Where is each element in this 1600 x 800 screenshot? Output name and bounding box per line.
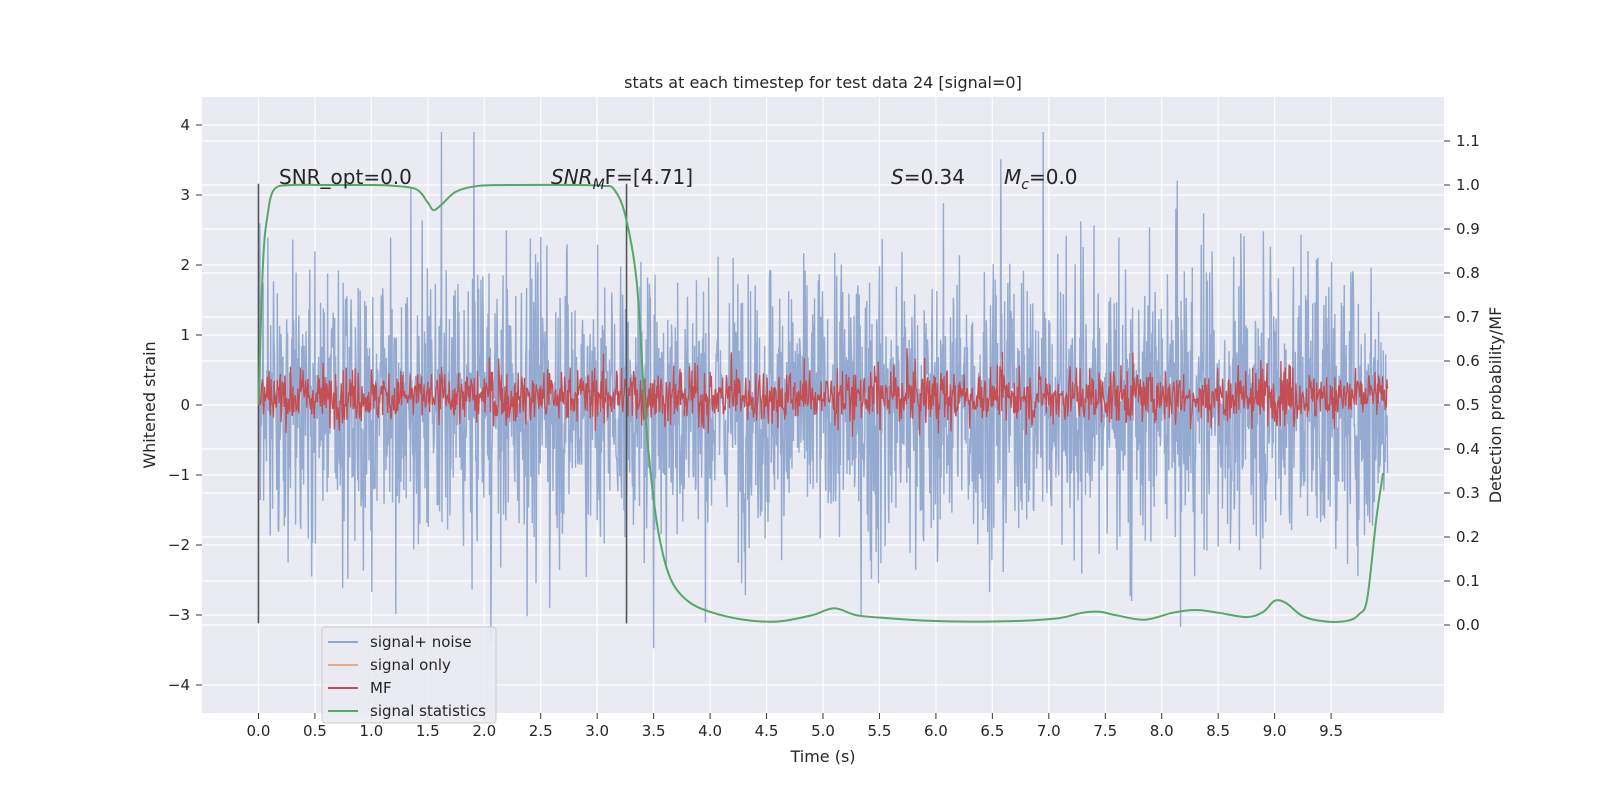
- annotation-s-value: =0.34: [904, 165, 965, 189]
- annotation-s-symbol: S: [891, 165, 904, 189]
- x-tick-label: 1.5: [416, 722, 440, 740]
- x-tick-label: 9.0: [1263, 722, 1287, 740]
- x-tick-label: 9.5: [1319, 722, 1343, 740]
- x-tick-label: 3.5: [642, 722, 666, 740]
- annotation-snr-mf-symbol: SNR: [551, 165, 593, 189]
- y-right-tick-label: 0.8: [1456, 264, 1480, 282]
- x-tick-label: 2.5: [529, 722, 553, 740]
- annotation-mc-subscript: c: [1021, 177, 1029, 193]
- series-line-mf: [257, 348, 1389, 437]
- x-axis-ticks: 0.0 0.5 1.0 1.5 2.0 2.5 3.0 3.5 4.0 4.5 5.0 5.5 6.0 6…: [247, 713, 1343, 740]
- series-signal-statistics: [257, 183, 1385, 623]
- chart-title: stats at each timestep for test data 24 …: [624, 73, 1022, 92]
- y-left-tick-label: 1: [180, 326, 190, 344]
- legend-label: signal+ noise: [370, 633, 472, 651]
- y-right-tick-label: 0.5: [1456, 396, 1480, 414]
- y-left-tick-label: −3: [168, 606, 190, 624]
- legend-label: signal only: [370, 656, 451, 674]
- annotation-s: S=0.34: [891, 165, 965, 189]
- x-tick-label: 5.5: [868, 722, 892, 740]
- legend-label: MF: [370, 679, 392, 697]
- x-tick-label: 7.0: [1037, 722, 1061, 740]
- y-axis-left-label: Whitened strain: [140, 341, 159, 468]
- y-right-tick-label: 1.0: [1456, 176, 1480, 194]
- legend-label: signal statistics: [370, 702, 486, 720]
- x-tick-label: 7.5: [1093, 722, 1117, 740]
- series-mf: [257, 348, 1389, 437]
- annotation-snr-mf: SNRMF=[4.71]: [551, 165, 693, 193]
- y-right-tick-label: 1.1: [1456, 132, 1480, 150]
- y-left-tick-label: 3: [180, 186, 190, 204]
- y-left-tick-label: 4: [180, 116, 190, 134]
- y-left-tick-label: 0: [180, 396, 190, 414]
- series-line-signal-statistics: [257, 183, 1385, 623]
- annotation-snr-opt: SNR_opt=0.0: [279, 165, 412, 189]
- legend: signal+ noise signal only MF signal statist…: [321, 626, 497, 724]
- annotation-snr-mf-subscript: M: [593, 177, 605, 193]
- x-tick-label: 5.0: [811, 722, 835, 740]
- y-right-tick-label: 0.2: [1456, 528, 1480, 546]
- x-tick-label: 3.0: [585, 722, 609, 740]
- annotation-snr-mf-value: F=[4.71]: [605, 165, 693, 189]
- x-tick-label: 4.0: [698, 722, 722, 740]
- annotation-mc-value: =0.0: [1029, 165, 1078, 189]
- x-tick-label: 0.0: [247, 722, 271, 740]
- x-tick-label: 8.0: [1150, 722, 1174, 740]
- y-left-tick-label: 2: [180, 256, 190, 274]
- x-axis-label: Time (s): [789, 747, 855, 766]
- y-left-tick-label: −2: [168, 536, 190, 554]
- x-tick-label: 8.5: [1206, 722, 1230, 740]
- y-left-tick-label: −4: [168, 676, 190, 694]
- y-right-tick-label: 0.4: [1456, 440, 1480, 458]
- x-tick-label: 0.5: [303, 722, 327, 740]
- x-tick-label: 6.5: [980, 722, 1004, 740]
- y-right-tick-label: 0.1: [1456, 572, 1480, 590]
- y-right-tick-label: 0.7: [1456, 308, 1480, 326]
- x-tick-label: 1.0: [359, 722, 383, 740]
- y-axis-left-ticks: 4 3 2 1 0 −1 −2 −3 −4: [168, 116, 202, 694]
- y-right-tick-label: 0.0: [1456, 616, 1480, 634]
- x-tick-label: 4.5: [755, 722, 779, 740]
- y-right-tick-label: 0.6: [1456, 352, 1480, 370]
- y-right-tick-label: 0.9: [1456, 220, 1480, 238]
- y-axis-right-label: Detection probability/MF: [1486, 307, 1505, 504]
- legend-box: [321, 626, 497, 724]
- series-line-signal-noise: [257, 131, 1389, 649]
- annotation-mc: Mc=0.0: [1004, 165, 1078, 193]
- x-tick-label: 2.0: [472, 722, 496, 740]
- series-signal-noise: [257, 131, 1389, 649]
- x-tick-label: 6.0: [924, 722, 948, 740]
- annotation-mc-symbol: M: [1004, 165, 1021, 189]
- y-left-tick-label: −1: [168, 466, 190, 484]
- y-axis-right-ticks: 1.1 1.0 0.9 0.8 0.7 0.6 0.5 0.4 0.3 0.2 0.1 0.0: [1444, 132, 1480, 634]
- y-right-tick-label: 0.3: [1456, 484, 1480, 502]
